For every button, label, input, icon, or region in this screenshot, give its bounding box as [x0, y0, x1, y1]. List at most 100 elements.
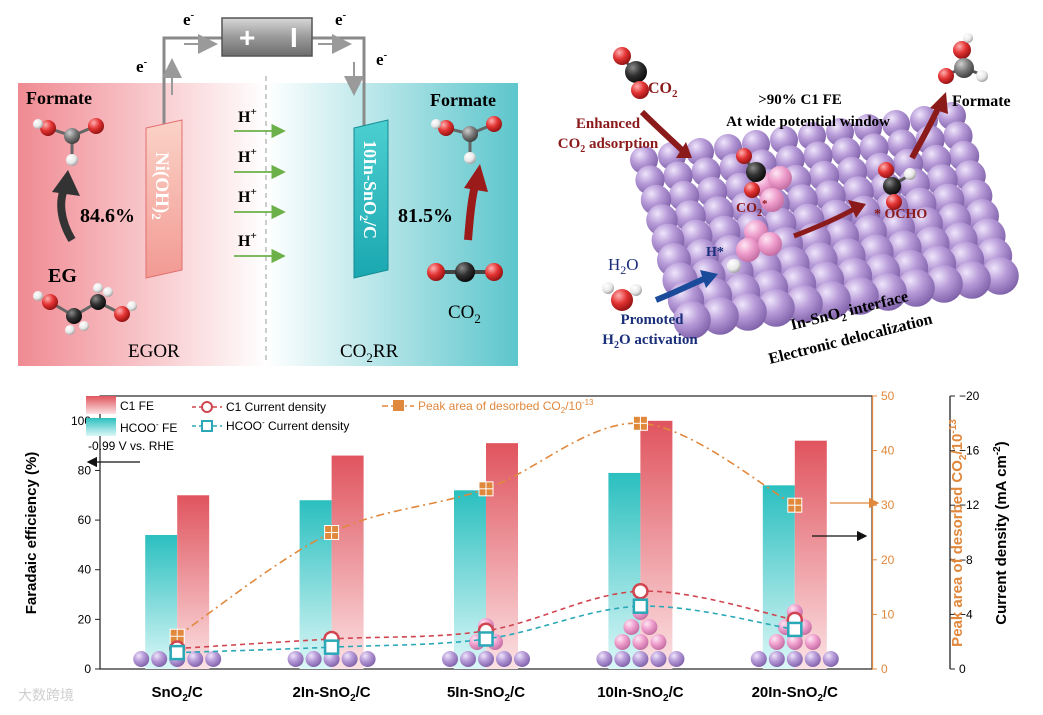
hcoo-current-point: [478, 631, 494, 647]
y-tick-label: 40: [78, 563, 92, 577]
desorption-arrowhead-icon: [930, 92, 948, 114]
surface-atom: [701, 297, 739, 335]
category-purple-atom: [614, 651, 631, 667]
right-wire: [312, 36, 366, 128]
eg-label: EG: [48, 265, 77, 287]
hcoo-current-point: [169, 644, 185, 661]
enhanced-label-1: Enhanced: [576, 116, 641, 132]
conversion-arrow-icon: [793, 205, 858, 239]
fe-claim-line1: >90% C1 FE: [758, 92, 842, 108]
category-label: 2In-SnO2/C: [293, 684, 371, 704]
y-axis-title: Faradaic efficiency (%): [23, 452, 40, 615]
category-purple-atom: [668, 651, 685, 667]
category-labels: SnO2/C 2In-SnO2/C 5In-SnO2/C 10In-SnO2/C 20I…: [151, 684, 838, 704]
category-pink-atom: [632, 634, 649, 650]
surface-atom: [813, 281, 851, 319]
legend-c1-cd-marker: [201, 401, 213, 413]
proton-label-4: H+: [238, 230, 257, 250]
y2-tick-label: 20: [881, 553, 895, 567]
formate-top-label: Formate: [952, 93, 1011, 110]
category-label: 20In-SnO2/C: [752, 684, 839, 704]
h2o-molecule-icon: [602, 282, 642, 311]
legend-c1-cd-label: C1 Current density: [226, 400, 326, 414]
water-activation-arrow-icon: [654, 275, 708, 303]
y2-tick-label: 30: [881, 498, 895, 512]
legend-hcoo-fe-label: HCOO- FE: [120, 420, 177, 435]
egor-label: EGOR: [128, 341, 180, 362]
category-purple-atom: [287, 651, 304, 667]
catalyst-surface-panel: CO2 Enhanced CO2 adsorption >90% C1 FE A…: [558, 33, 1019, 368]
surface-atom: [869, 273, 907, 311]
proton-label-1: H+: [238, 106, 257, 126]
formate-left-label: Formate: [26, 88, 92, 108]
category-purple-atom: [323, 651, 340, 667]
y-tick-label: 0: [84, 662, 91, 676]
egor-arrowhead-icon: [52, 170, 80, 196]
proton-label-2: H+: [238, 146, 257, 166]
cell-panel: + I e- e- e- e- Ni(OH)2 10In-SnO2/C H+ H…: [18, 9, 518, 366]
indium-atom: [758, 232, 782, 256]
y3-tick-label: −8: [959, 553, 973, 567]
h2o-label: H2O: [608, 255, 639, 277]
co2rr-arrowhead-icon: [464, 164, 488, 192]
category-purple-atom: [151, 651, 168, 667]
legend-peak-marker: [393, 400, 404, 411]
category-pink-atom: [768, 634, 785, 650]
surface-atom: [841, 277, 879, 315]
anode-chamber: [18, 83, 266, 366]
category-label: 10In-SnO2/C: [597, 684, 684, 704]
left-efficiency: 84.6%: [80, 205, 135, 227]
indium-atom: [760, 188, 784, 212]
adsorbed-ocho-icon: [878, 162, 916, 210]
legend-c1-fe-swatch: [86, 396, 116, 414]
potential-note: -0.99 V vs. RHE: [88, 439, 174, 453]
y-tick-label: 60: [78, 513, 92, 527]
adsorbed-co2-icon: [736, 148, 766, 198]
category-purple-atom: [187, 651, 204, 667]
hcoo-current-point: [787, 621, 803, 638]
proton-transfer-group: H+ H+ H+ H+: [234, 106, 286, 264]
category-pink-atom: [614, 634, 631, 650]
right-efficiency: 81.5%: [398, 205, 453, 227]
y-tick-label: 80: [78, 463, 92, 477]
category-purple-atom: [460, 651, 476, 667]
category-purple-atom: [133, 651, 150, 667]
co2-star-label: CO2*: [736, 198, 768, 219]
bars-group: [145, 420, 827, 669]
surface-spheres: [630, 102, 1019, 339]
anode-label: Ni(OH)2: [149, 152, 172, 220]
category-pink-atom: [804, 634, 821, 650]
legend-c1-fe-label: C1 FE: [120, 399, 154, 413]
y2-tick-label: 10: [881, 607, 895, 621]
legend-hcoo-cd-label: HCOO- Current density: [226, 418, 349, 433]
category-purple-atom: [205, 651, 222, 667]
y-tick-label: 20: [78, 612, 92, 626]
co2-top-label: CO2: [648, 80, 678, 100]
surface-atom: [673, 301, 711, 339]
category-purple-atom: [786, 651, 803, 667]
category-purple-atom: [768, 651, 785, 667]
category-pink-atom: [623, 619, 640, 635]
surface-atom: [897, 269, 935, 307]
co2-molecule-top-icon: [613, 47, 649, 99]
category-purple-atom: [341, 651, 358, 667]
legend-hcoo-cd-marker: [201, 420, 213, 432]
surface-atom: [785, 285, 823, 323]
y3-axis-title: Current density (mA cm-2): [992, 441, 1010, 624]
battery-plus-label: +: [239, 22, 255, 53]
category-purple-atom: [496, 651, 512, 667]
battery-minus-label: I: [290, 22, 298, 53]
legend-peak-label: Peak area of desorbed CO2/10-13: [418, 398, 594, 415]
category-pink-atom: [786, 634, 803, 650]
category-purple-atom: [596, 651, 613, 667]
surface-atom: [757, 289, 795, 327]
formate-right-label: Formate: [430, 90, 496, 110]
formate-molecule-right-icon: [431, 116, 502, 164]
surface-atom: [953, 261, 991, 299]
category-label: SnO2/C: [151, 684, 203, 704]
legend-hcoo-fe-swatch: [86, 418, 116, 436]
fe-claim-line2: At wide potential window: [726, 114, 890, 130]
category-purple-atom: [750, 651, 767, 667]
y3-tick-label: −16: [959, 444, 980, 458]
